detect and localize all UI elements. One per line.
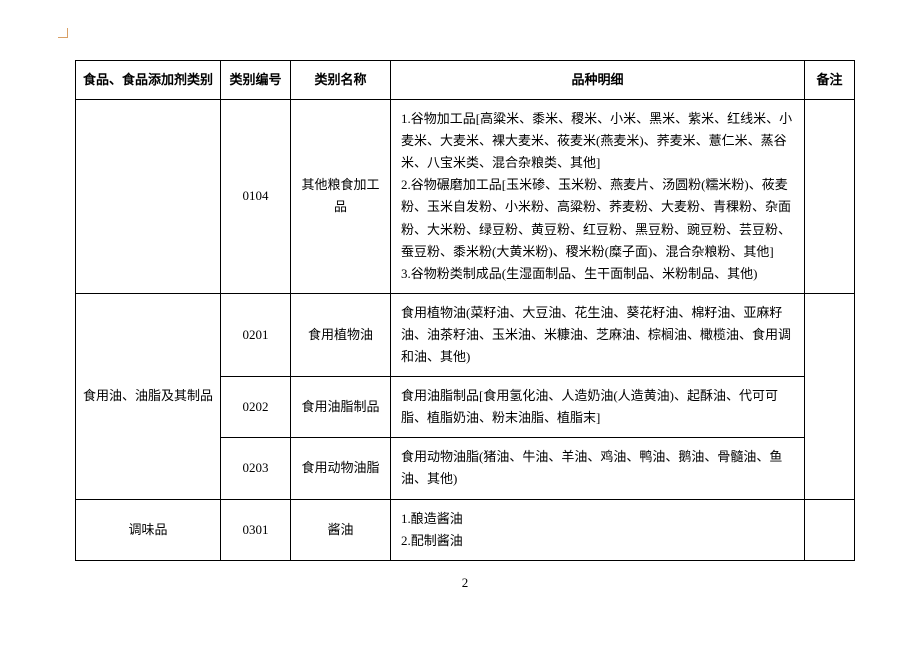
table-row: 食用油、油脂及其制品 0201 食用植物油 食用植物油(菜籽油、大豆油、花生油、… <box>76 293 855 376</box>
header-detail: 品种明细 <box>391 61 805 100</box>
page-number: 2 <box>75 575 855 591</box>
header-code: 类别编号 <box>221 61 291 100</box>
cell-code: 0104 <box>221 100 291 294</box>
cell-category: 食用油、油脂及其制品 <box>76 293 221 499</box>
table-header-row: 食品、食品添加剂类别 类别编号 类别名称 品种明细 备注 <box>76 61 855 100</box>
cell-category <box>76 100 221 294</box>
cell-detail: 食用油脂制品[食用氢化油、人造奶油(人造黄油)、起酥油、代可可脂、植脂奶油、粉末… <box>391 377 805 438</box>
cell-note <box>805 293 855 499</box>
document-page: 食品、食品添加剂类别 类别编号 类别名称 品种明细 备注 0104 其他粮食加工… <box>0 0 920 591</box>
table-row: 调味品 0301 酱油 1.酿造酱油2.配制酱油 <box>76 499 855 560</box>
cell-detail: 1.谷物加工品[高粱米、黍米、稷米、小米、黑米、紫米、红线米、小麦米、大麦米、裸… <box>391 100 805 294</box>
cell-detail: 食用动物油脂(猪油、牛油、羊油、鸡油、鸭油、鹅油、骨髓油、鱼油、其他) <box>391 438 805 499</box>
cell-note <box>805 100 855 294</box>
table-body: 0104 其他粮食加工品 1.谷物加工品[高粱米、黍米、稷米、小米、黑米、紫米、… <box>76 100 855 561</box>
cell-name: 食用油脂制品 <box>291 377 391 438</box>
cell-name: 其他粮食加工品 <box>291 100 391 294</box>
header-category: 食品、食品添加剂类别 <box>76 61 221 100</box>
table-row: 0104 其他粮食加工品 1.谷物加工品[高粱米、黍米、稷米、小米、黑米、紫米、… <box>76 100 855 294</box>
cell-code: 0301 <box>221 499 291 560</box>
header-name: 类别名称 <box>291 61 391 100</box>
cell-note <box>805 499 855 560</box>
category-table: 食品、食品添加剂类别 类别编号 类别名称 品种明细 备注 0104 其他粮食加工… <box>75 60 855 561</box>
cell-name: 酱油 <box>291 499 391 560</box>
cell-code: 0203 <box>221 438 291 499</box>
cell-code: 0201 <box>221 293 291 376</box>
cell-code: 0202 <box>221 377 291 438</box>
cell-name: 食用植物油 <box>291 293 391 376</box>
cell-name: 食用动物油脂 <box>291 438 391 499</box>
header-note: 备注 <box>805 61 855 100</box>
crop-mark <box>58 28 68 38</box>
cell-category: 调味品 <box>76 499 221 560</box>
cell-detail: 食用植物油(菜籽油、大豆油、花生油、葵花籽油、棉籽油、亚麻籽油、油茶籽油、玉米油… <box>391 293 805 376</box>
cell-detail: 1.酿造酱油2.配制酱油 <box>391 499 805 560</box>
